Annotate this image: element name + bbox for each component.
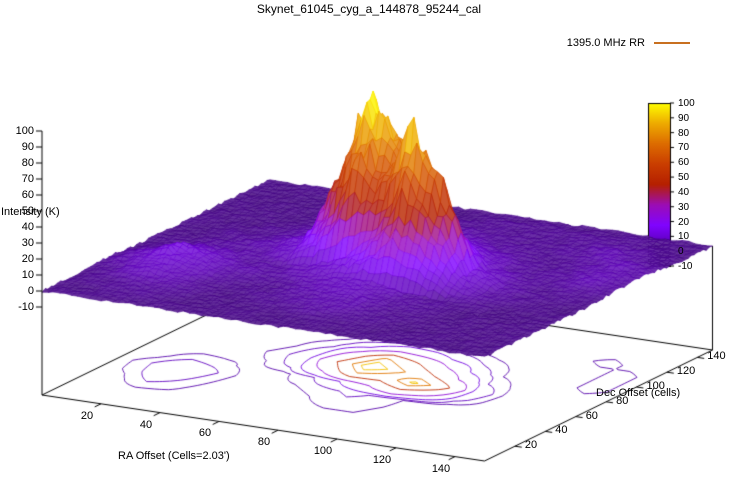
- x-tick-label: 100: [313, 445, 333, 457]
- x-tick-label: 140: [431, 462, 451, 475]
- x-tick-label: 120: [372, 453, 392, 466]
- colorbar-tick-label: 10: [678, 231, 690, 243]
- colorbar-tick-label: 50: [678, 172, 690, 184]
- colorbar-tick-label: 80: [678, 127, 690, 139]
- chart-title: Skynet_61045_cyg_a_144878_95244_cal: [256, 2, 482, 16]
- colorbar-tick-label: -10: [678, 261, 693, 272]
- z-tick-label: 40: [21, 221, 34, 233]
- y-tick-label: 40: [555, 424, 568, 437]
- x-tick-label: 20: [80, 409, 94, 422]
- colorbar-tick-label: 0: [678, 246, 684, 258]
- y-tick-label: 120: [676, 365, 696, 378]
- z-tick-label: 50: [21, 205, 34, 217]
- colorbar-tick-label: 30: [678, 201, 690, 213]
- y-tick-label: 100: [646, 380, 665, 392]
- colorbar-tick-label: 100: [678, 98, 695, 109]
- colorbar-tick-label: 70: [678, 142, 690, 154]
- legend-line-sample: [654, 42, 690, 44]
- y-tick-label: 60: [585, 409, 598, 422]
- z-axis-title: Intensity (K): [1, 206, 60, 218]
- colorbar-tick-label: 20: [678, 216, 690, 228]
- x-tick-label: 60: [198, 427, 212, 440]
- z-tick-label: 80: [21, 157, 34, 169]
- z-tick-label: 20: [21, 253, 34, 265]
- z-tick-label: 60: [21, 189, 34, 201]
- y-tick-label: 80: [616, 394, 629, 407]
- z-tick-label: 100: [15, 125, 34, 137]
- z-tick-label: -10: [18, 301, 34, 313]
- colorbar-tick-label: 90: [678, 112, 690, 124]
- y-axis-title: Dec Offset (cells): [596, 387, 681, 399]
- legend: 1395.0 MHz RR: [567, 37, 690, 49]
- colorbar-tick-label: 40: [678, 186, 690, 198]
- z-tick-label: 30: [21, 237, 34, 249]
- z-tick-label: 70: [21, 173, 34, 185]
- x-tick-label: 40: [139, 418, 153, 431]
- z-tick-label: 90: [21, 141, 34, 153]
- colorbar-tick-label: 60: [678, 157, 690, 169]
- z-tick-label: 0: [27, 285, 34, 297]
- y-tick-label: 20: [524, 439, 538, 452]
- x-axis-title: RA Offset (Cells=2.03'): [118, 450, 230, 462]
- y-tick-label: 140: [707, 350, 726, 363]
- legend-series-label: 1395.0 MHz RR: [566, 37, 645, 49]
- z-tick-label: 10: [21, 269, 34, 281]
- x-tick-label: 80: [257, 436, 271, 449]
